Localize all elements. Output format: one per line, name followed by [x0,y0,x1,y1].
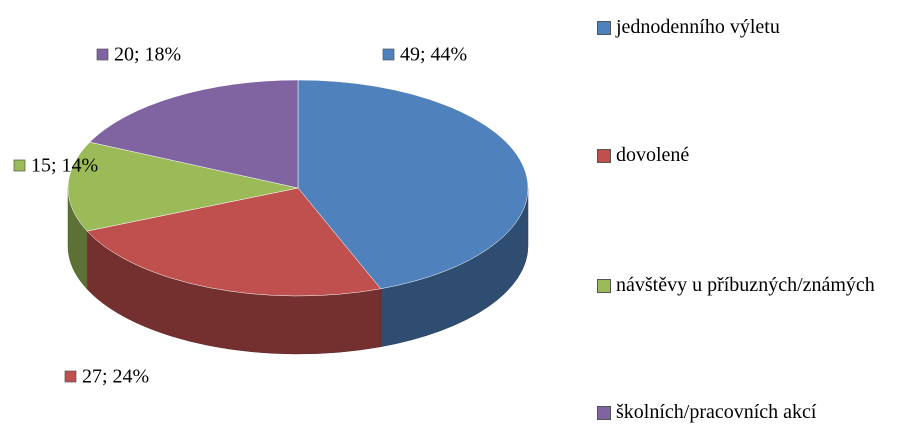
legend-label: jednodenního výletu [616,16,780,38]
legend-item: návštěvy u příbuzných/známých [597,273,909,297]
data-label: 27; 24% [82,366,149,388]
label-marker [13,159,26,172]
legend-item: dovolené [597,143,909,167]
pie-tops [67,79,529,297]
pie-slice [86,187,382,297]
legend-label: dovolené [616,144,690,166]
legend-swatch [597,279,611,293]
legend-swatch [597,21,611,35]
label-marker [64,370,77,383]
data-label: 49; 44% [400,44,467,66]
legend-swatch [597,149,611,163]
data-label: 20; 18% [114,44,181,66]
pie-slice [297,79,529,290]
legend-item: jednodenního výletu [597,15,909,39]
pie-slice [67,141,299,232]
label-marker [382,48,395,61]
label-marker [96,48,109,61]
legend-swatch [597,406,611,420]
data-label: 15; 14% [31,155,98,177]
legend-label: návštěvy u příbuzných/známých [616,274,875,296]
pie-slice [89,79,299,189]
legend-item: školních/pracovních akcí [597,400,909,424]
legend-label: školních/pracovních akcí [616,401,817,423]
